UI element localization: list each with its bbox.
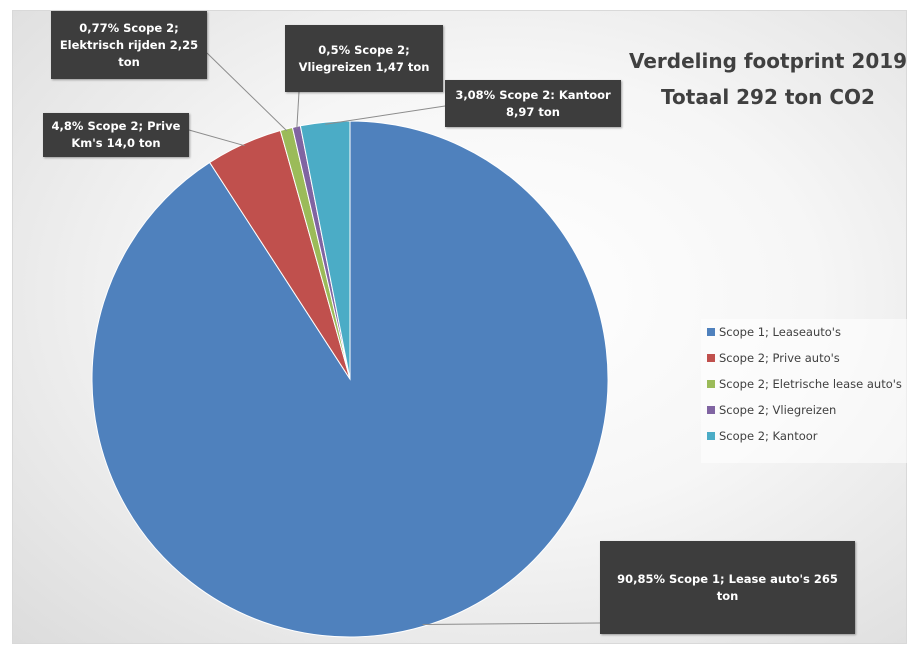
legend-label: Scope 1; Leaseauto's [719,325,841,339]
legend-item-kantoor: Scope 2; Kantoor [707,427,818,445]
legend-swatch [707,432,715,440]
chart-title-line-2: Totaal 292 ton CO2 [661,85,875,109]
data-label-vliegreizen: 0,5% Scope 2; Vliegreizen 1,47 ton [285,25,443,92]
leader-line-vliegreizen [296,91,300,129]
legend-swatch [707,406,715,414]
chart-area: Verdeling footprint 2019 Totaal 292 ton … [12,10,911,644]
leader-line-kantoor [325,105,446,125]
pie-chart [91,52,609,638]
legend-item-elektrisch-rijden: Scope 2; Eletrische lease auto's [707,375,902,393]
leader-line-elektrisch-rijden [206,52,288,132]
legend-swatch [707,354,715,362]
legend-label: Scope 2; Prive auto's [719,351,840,365]
legend-item-vliegreizen: Scope 2; Vliegreizen [707,401,836,419]
legend-swatch [707,328,715,336]
legend-item-prive-autos: Scope 2; Prive auto's [707,349,840,367]
legend-swatch [707,380,715,388]
leader-line-prive-autos [188,129,245,147]
leader-line-leaseautos [422,622,601,625]
data-label-prive-autos: 4,8% Scope 2; Prive Km's 14,0 ton [43,113,189,157]
data-label-elektrisch-rijden: 0,77% Scope 2; Elektrisch rijden 2,25 to… [51,11,207,79]
legend-item-leaseautos: Scope 1; Leaseauto's [707,323,841,341]
legend-label: Scope 2; Kantoor [719,429,818,443]
legend-label: Scope 2; Vliegreizen [719,403,837,417]
chart-title: Verdeling footprint 2019 Totaal 292 ton … [603,43,911,115]
data-label-kantoor: 3,08% Scope 2: Kantoor 8,97 ton [445,80,621,127]
data-label-leaseautos: 90,85% Scope 1; Lease auto's 265 ton [600,541,855,634]
legend: Scope 1; Leaseauto's Scope 2; Prive auto'… [701,319,911,463]
chart-title-line-1: Verdeling footprint 2019 [628,49,908,73]
pie-slice-kantoor [299,120,351,380]
legend-label: Scope 2; Eletrische lease auto's [719,377,902,391]
